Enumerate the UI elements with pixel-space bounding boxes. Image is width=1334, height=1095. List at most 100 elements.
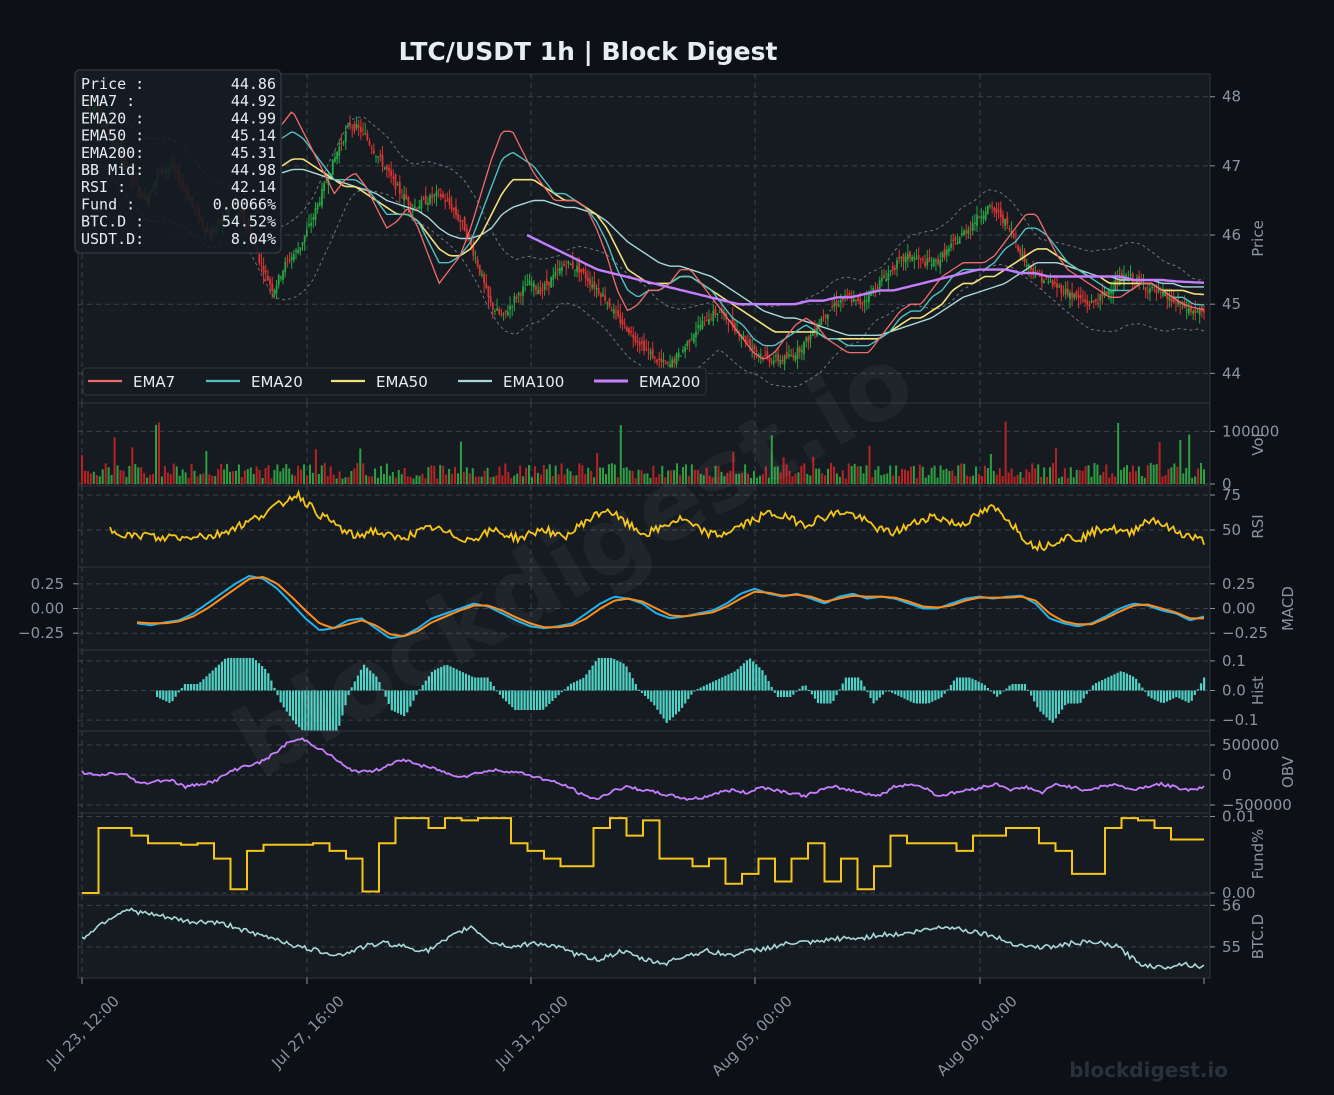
candle-body [712, 310, 715, 322]
candle-body [264, 270, 267, 273]
candle-body [591, 284, 594, 288]
hist-bar [656, 690, 659, 710]
hist-bar [421, 685, 424, 691]
hist-bar [214, 667, 217, 691]
candle-body [770, 361, 773, 363]
hist-bar [264, 668, 267, 691]
volume-bar [267, 465, 270, 484]
info-box: Price : 44.86 EMA7 : 44.92 EMA20 : 44.99 EMA50… [74, 69, 282, 254]
candle-body [292, 254, 295, 261]
volume-bar [883, 474, 886, 484]
volume-bar [829, 462, 832, 484]
hist-bar [733, 671, 736, 691]
candle-body [863, 300, 866, 303]
candle-body [880, 277, 883, 282]
volume-bar [1081, 470, 1084, 484]
hist-bar [643, 690, 647, 696]
volume-bar [86, 471, 89, 484]
hist-bar [650, 690, 653, 702]
volume-bar [140, 467, 143, 484]
volume-bar [1197, 468, 1200, 484]
hist-bar [872, 690, 875, 704]
candle-body [792, 354, 795, 358]
candle-body [366, 133, 369, 140]
hist-bar [511, 690, 514, 708]
candle-body [271, 283, 274, 292]
volume-bar [637, 469, 640, 484]
volume-bar [397, 469, 400, 484]
hist-bar [906, 690, 909, 701]
volume-bar [735, 473, 738, 484]
hist-bar [514, 690, 517, 711]
volume-bar [223, 469, 226, 484]
hist-bar [813, 690, 817, 699]
candle-body [392, 176, 395, 179]
hist-bar [251, 657, 254, 691]
hist-bar [381, 689, 384, 691]
candle-body [1012, 233, 1015, 238]
volume-bar [1099, 475, 1102, 484]
candle-body [893, 267, 896, 271]
hist-bar [375, 676, 378, 691]
hist-bar [486, 677, 489, 691]
hist-bar [159, 690, 162, 699]
volume-bar [578, 463, 581, 484]
hist-bar [1172, 690, 1175, 699]
candle-body [868, 291, 870, 303]
candle-body [924, 261, 927, 267]
hist-bar [409, 690, 412, 707]
hist-bar [640, 690, 644, 694]
volume-bar [187, 477, 190, 484]
candle-body [772, 360, 775, 364]
candle-body [759, 354, 762, 356]
candle-body [582, 268, 585, 273]
volume-bar [770, 435, 773, 484]
hist-bar [199, 682, 202, 691]
volume-bar [1060, 476, 1063, 484]
volume-bar [391, 471, 394, 484]
candle-body [666, 362, 669, 364]
candle-body [461, 220, 464, 222]
volume-bar [1173, 463, 1176, 484]
hist-bar [647, 690, 650, 699]
candle-body [580, 268, 583, 273]
volume-bar [403, 468, 406, 484]
candle-body [1092, 301, 1095, 303]
candle-body [299, 247, 302, 251]
candle-body [855, 299, 857, 302]
hist-bar [1082, 690, 1085, 699]
hist-bar [1017, 683, 1020, 691]
hist-bar [276, 690, 279, 696]
hist-bar [915, 690, 918, 704]
volume-bar [1200, 462, 1203, 484]
hist-bar [986, 687, 990, 691]
candle-body [1056, 283, 1058, 288]
candle-body [785, 351, 788, 359]
candle-body [604, 295, 607, 301]
volume-bar [853, 463, 856, 484]
volume-bar [1188, 434, 1191, 484]
ema200-line [526, 233, 1205, 306]
candle-body [390, 170, 393, 176]
volume-bar [945, 468, 948, 484]
hist-bar [579, 679, 582, 691]
volume-bar [519, 465, 522, 484]
candle-body [1045, 277, 1048, 279]
hist-bar [1110, 675, 1113, 691]
candle-body [842, 296, 844, 301]
volume-bar [294, 475, 297, 484]
candle-body [286, 258, 289, 260]
volume-bar [448, 468, 451, 484]
hist-bar [529, 690, 532, 711]
hist-bar [202, 679, 205, 691]
candle-body [340, 142, 343, 145]
candle-body [612, 309, 615, 314]
candle-body [377, 156, 380, 158]
volume-bar [815, 468, 818, 484]
candle-body [325, 181, 328, 183]
hist-bar [180, 688, 183, 691]
hist-bar [205, 676, 208, 691]
hist-bar [1187, 690, 1190, 703]
hist-bar [230, 657, 233, 691]
volume-bar [936, 477, 939, 484]
